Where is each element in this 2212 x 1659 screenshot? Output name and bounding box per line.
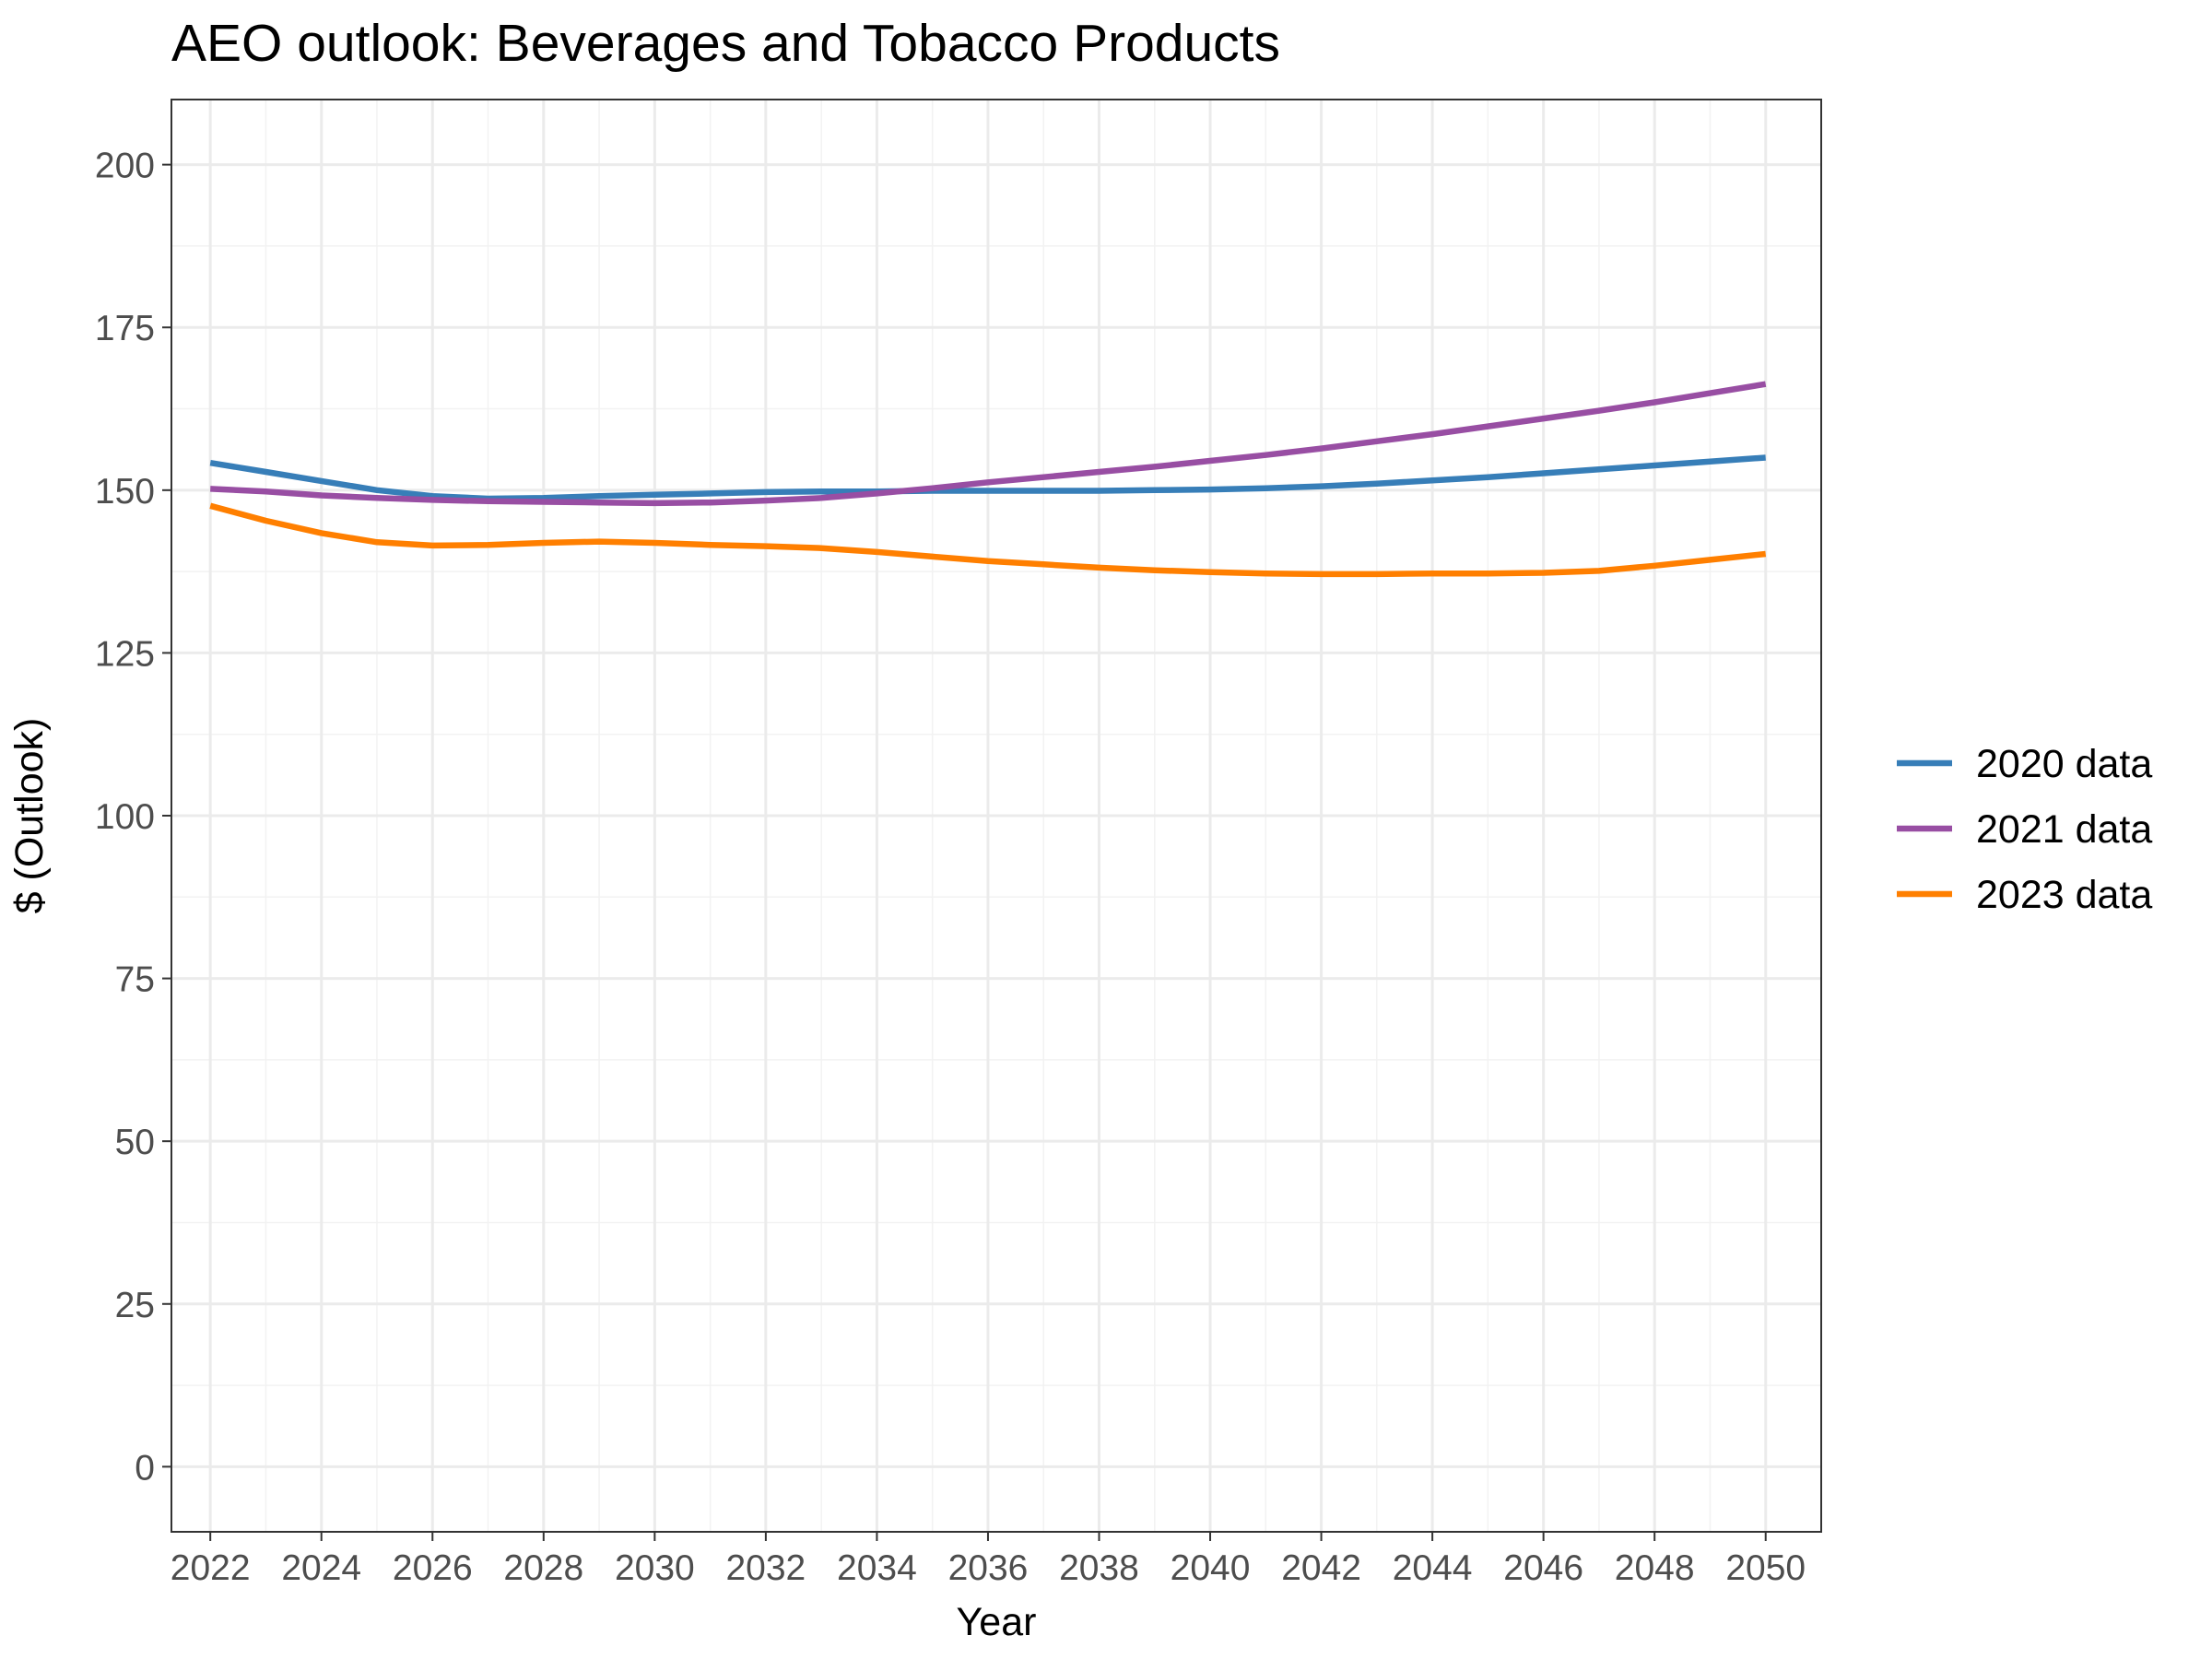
x-tick-label: 2042: [1281, 1548, 1361, 1588]
y-tick-label: 0: [135, 1448, 155, 1488]
chart-title: AEO outlook: Beverages and Tobacco Produ…: [171, 14, 1280, 73]
x-tick-label: 2022: [171, 1548, 251, 1588]
x-tick-label: 2032: [725, 1548, 806, 1588]
y-tick-label: 200: [95, 147, 155, 186]
y-tick-label: 125: [95, 634, 155, 674]
x-tick-label: 2046: [1503, 1548, 1583, 1588]
series-line: [209, 502, 1767, 578]
series-line: [210, 381, 1767, 507]
y-tick-label: 100: [95, 797, 155, 837]
x-tick-label: 2038: [1059, 1548, 1139, 1588]
legend: 2020 data 2021 data 2023 data: [1897, 742, 2152, 917]
axis-ticks: 0 25 50 75 100 125 150 175 200 2022 2024 2026 2028 20…: [95, 147, 1806, 1588]
y-tick-label: 50: [115, 1123, 155, 1162]
x-tick-label: 2036: [948, 1548, 1029, 1588]
x-tick-label: 2048: [1615, 1548, 1695, 1588]
x-axis-title: Year: [957, 1600, 1037, 1644]
x-tick-label: 2028: [503, 1548, 583, 1588]
series-lines: [209, 381, 1767, 578]
x-tick-label: 2044: [1393, 1548, 1473, 1588]
legend-label: 2020 data: [1976, 742, 2152, 786]
y-tick-label: 175: [95, 309, 155, 348]
y-tick-label: 25: [115, 1286, 155, 1325]
grid-lines: [171, 100, 1821, 1532]
x-tick-label: 2026: [393, 1548, 473, 1588]
x-tick-label: 2024: [281, 1548, 361, 1588]
legend-label: 2021 data: [1976, 807, 2152, 852]
y-axis-title: $ (Outlook): [7, 718, 52, 914]
x-tick-label: 2050: [1725, 1548, 1806, 1588]
x-tick-label: 2030: [615, 1548, 695, 1588]
legend-label: 2023 data: [1976, 873, 2152, 917]
y-tick-label: 75: [115, 960, 155, 1000]
x-tick-label: 2040: [1171, 1548, 1251, 1588]
y-tick-label: 150: [95, 472, 155, 512]
x-tick-label: 2034: [837, 1548, 917, 1588]
series-line: [209, 454, 1766, 502]
